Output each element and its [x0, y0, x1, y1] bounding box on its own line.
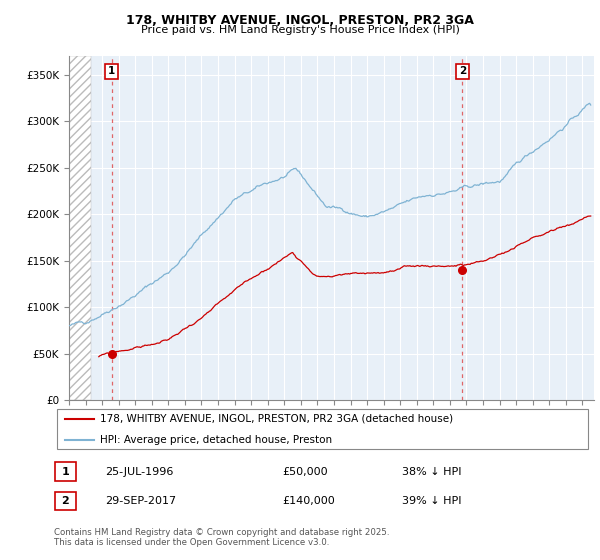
Text: Price paid vs. HM Land Registry's House Price Index (HPI): Price paid vs. HM Land Registry's House …	[140, 25, 460, 35]
Text: 2: 2	[62, 496, 69, 506]
Text: 178, WHITBY AVENUE, INGOL, PRESTON, PR2 3GA: 178, WHITBY AVENUE, INGOL, PRESTON, PR2 …	[126, 14, 474, 27]
Bar	[69, 56, 91, 400]
Text: 1: 1	[62, 466, 69, 477]
Text: 2: 2	[459, 67, 466, 77]
FancyBboxPatch shape	[56, 409, 588, 449]
Text: Contains HM Land Registry data © Crown copyright and database right 2025.
This d: Contains HM Land Registry data © Crown c…	[54, 528, 389, 547]
Text: £140,000: £140,000	[282, 496, 335, 506]
FancyBboxPatch shape	[55, 492, 76, 510]
Text: 178, WHITBY AVENUE, INGOL, PRESTON, PR2 3GA (detached house): 178, WHITBY AVENUE, INGOL, PRESTON, PR2 …	[100, 414, 453, 424]
Text: 39% ↓ HPI: 39% ↓ HPI	[402, 496, 461, 506]
Text: £50,000: £50,000	[282, 466, 328, 477]
Text: 25-JUL-1996: 25-JUL-1996	[105, 466, 173, 477]
Text: 38% ↓ HPI: 38% ↓ HPI	[402, 466, 461, 477]
Text: HPI: Average price, detached house, Preston: HPI: Average price, detached house, Pres…	[100, 435, 332, 445]
Text: 1: 1	[108, 67, 115, 77]
FancyBboxPatch shape	[55, 463, 76, 480]
Text: 29-SEP-2017: 29-SEP-2017	[105, 496, 176, 506]
